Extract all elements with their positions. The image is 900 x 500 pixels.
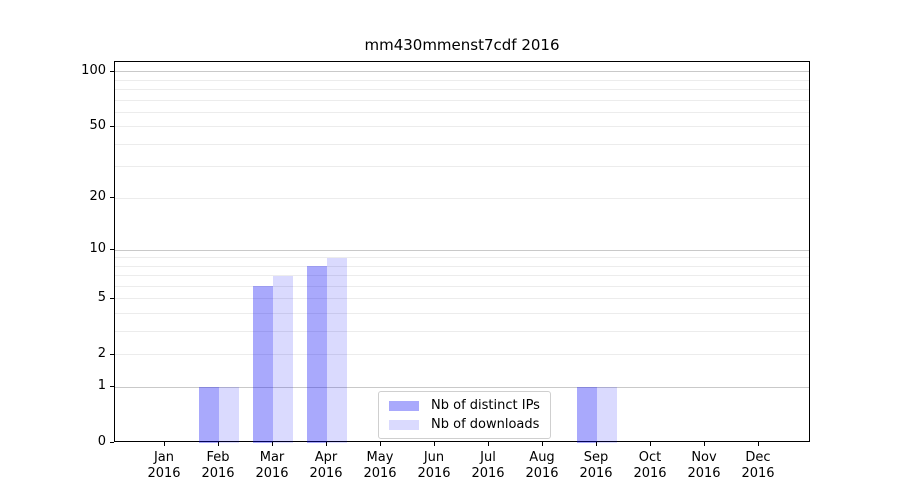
y-tick-label: 10 xyxy=(89,241,106,257)
gridline-minor xyxy=(115,166,809,168)
x-tick-label: Mar 2016 xyxy=(255,450,289,481)
y-tick-label: 2 xyxy=(97,345,106,361)
gridline-minor xyxy=(115,88,809,90)
y-tick-mark xyxy=(110,297,114,299)
x-tick-mark xyxy=(380,442,381,446)
x-tick-mark xyxy=(650,442,651,446)
bar-apr-series1 xyxy=(327,257,347,443)
gridline-minor xyxy=(115,99,809,101)
legend-label-downloads: Nb of downloads xyxy=(431,417,540,432)
gridline-minor xyxy=(115,143,809,145)
x-tick-mark xyxy=(164,442,165,446)
bar-feb-series1 xyxy=(219,387,239,443)
x-tick-label: Jan 2016 xyxy=(147,450,181,481)
x-tick-mark xyxy=(434,442,435,446)
x-tick-mark xyxy=(704,442,705,446)
y-tick-mark xyxy=(110,442,114,443)
plot-area xyxy=(114,61,810,443)
gridline-minor xyxy=(115,285,809,287)
chart-title: mm430mmenst7cdf 2016 xyxy=(364,36,560,54)
x-tick-mark xyxy=(218,442,219,446)
y-tick-mark xyxy=(110,353,114,355)
y-tick-mark xyxy=(110,249,114,251)
bar-mar-series1 xyxy=(273,275,293,443)
gridline-minor xyxy=(115,257,809,259)
gridline-minor xyxy=(115,126,809,128)
x-tick-mark xyxy=(272,442,273,446)
x-tick-label: Jun 2016 xyxy=(417,450,451,481)
y-tick-label: 0 xyxy=(97,434,106,449)
x-tick-label: Oct 2016 xyxy=(633,450,667,481)
gridline-minor xyxy=(115,197,809,199)
x-tick-label: Dec 2016 xyxy=(741,450,775,481)
gridline-minor xyxy=(115,111,809,113)
bar-mar-series0 xyxy=(253,286,273,443)
x-tick-label: Sep 2016 xyxy=(579,450,613,481)
gridline-minor xyxy=(115,275,809,277)
x-tick-label: Apr 2016 xyxy=(309,450,343,481)
legend-swatch-distinct-ips xyxy=(389,400,419,411)
x-tick-mark xyxy=(326,442,327,446)
y-tick-mark xyxy=(110,125,114,127)
x-tick-label: Aug 2016 xyxy=(525,450,559,481)
legend: Nb of distinct IPs Nb of downloads xyxy=(378,391,551,439)
gridline-major xyxy=(115,386,809,388)
bar-feb-series0 xyxy=(199,387,219,443)
legend-item-distinct-ips: Nb of distinct IPs xyxy=(389,398,540,413)
y-tick-mark xyxy=(110,197,114,199)
gridline-major xyxy=(115,249,809,251)
x-tick-label: Nov 2016 xyxy=(687,450,721,481)
gridline-minor xyxy=(115,298,809,300)
bar-apr-series0 xyxy=(307,266,327,443)
x-tick-label: Jul 2016 xyxy=(471,450,505,481)
y-tick-label: 100 xyxy=(81,62,106,78)
y-tick-label: 1 xyxy=(97,378,106,394)
gridline-minor xyxy=(115,79,809,81)
x-tick-mark xyxy=(488,442,489,446)
y-tick-label: 5 xyxy=(97,289,106,305)
y-tick-mark xyxy=(110,70,114,72)
y-tick-label: 50 xyxy=(89,117,106,133)
x-tick-label: May 2016 xyxy=(363,450,397,481)
legend-swatch-downloads xyxy=(389,419,419,430)
gridline-minor xyxy=(115,354,809,356)
bar-sep-series0 xyxy=(577,387,597,443)
legend-item-downloads: Nb of downloads xyxy=(389,417,540,432)
gridline-major xyxy=(115,71,809,73)
y-tick-label: 20 xyxy=(89,189,106,205)
x-tick-mark xyxy=(758,442,759,446)
x-tick-mark xyxy=(596,442,597,446)
gridline-minor xyxy=(115,330,809,332)
gridline-minor xyxy=(115,313,809,315)
bar-sep-series1 xyxy=(597,387,617,443)
y-tick-mark xyxy=(110,386,114,388)
gridline-minor xyxy=(115,265,809,267)
x-tick-label: Feb 2016 xyxy=(201,450,235,481)
x-tick-mark xyxy=(542,442,543,446)
legend-label-distinct-ips: Nb of distinct IPs xyxy=(431,398,540,413)
